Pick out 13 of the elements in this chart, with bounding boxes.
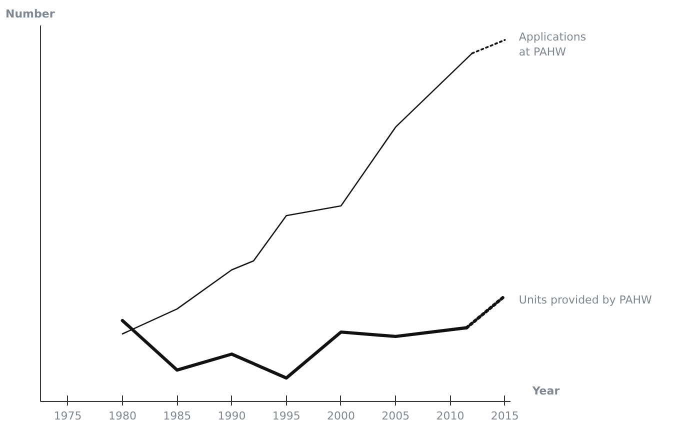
y-axis-title: Number bbox=[6, 8, 56, 20]
x-tick-label: 1995 bbox=[272, 410, 300, 422]
x-tick-label: 1975 bbox=[54, 410, 82, 422]
series-label: Units provided by PAHW bbox=[518, 293, 652, 306]
series-label: Applications at PAHW bbox=[518, 30, 586, 58]
x-tick-label: 1990 bbox=[218, 410, 246, 422]
x-tick-label: 1985 bbox=[163, 410, 192, 422]
x-tick-label: 1980 bbox=[108, 410, 136, 422]
x-axis-title: Year bbox=[531, 384, 560, 398]
x-tick-label: 2000 bbox=[326, 410, 355, 422]
x-tick-label: 2005 bbox=[382, 410, 410, 422]
x-tick-label: 2015 bbox=[490, 410, 519, 422]
x-tick-label: 2010 bbox=[436, 410, 464, 422]
